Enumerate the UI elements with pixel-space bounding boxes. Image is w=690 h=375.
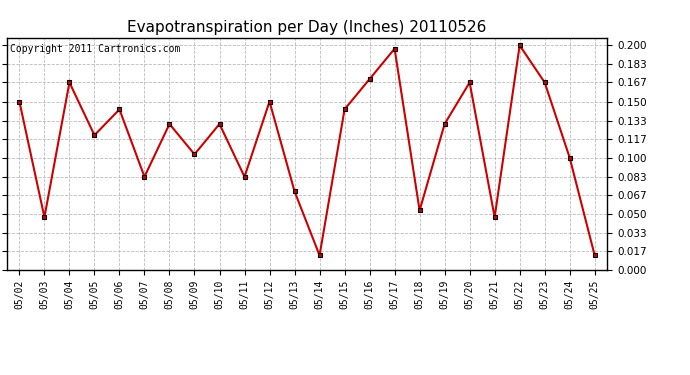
Text: Copyright 2011 Cartronics.com: Copyright 2011 Cartronics.com	[10, 45, 180, 54]
Title: Evapotranspiration per Day (Inches) 20110526: Evapotranspiration per Day (Inches) 2011…	[128, 20, 486, 35]
